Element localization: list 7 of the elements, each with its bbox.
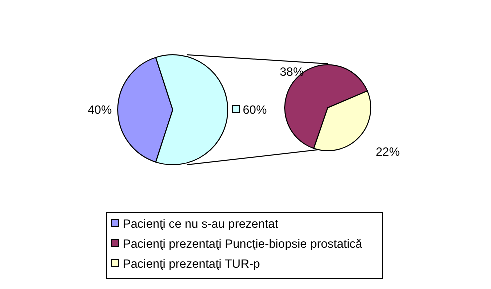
- legend-label: Pacienţi ce nu s-au prezentat: [123, 217, 280, 231]
- data-label: 22%: [376, 145, 400, 159]
- data-label: 40%: [88, 103, 112, 117]
- legend-label: Pacienţi prezentaţi Puncţie-biopsie prostatică: [123, 237, 363, 251]
- legend-label: Pacienţi prezentaţi TUR-p: [123, 257, 260, 271]
- data-label: 38%: [280, 65, 304, 79]
- data-label: 60%: [243, 103, 268, 117]
